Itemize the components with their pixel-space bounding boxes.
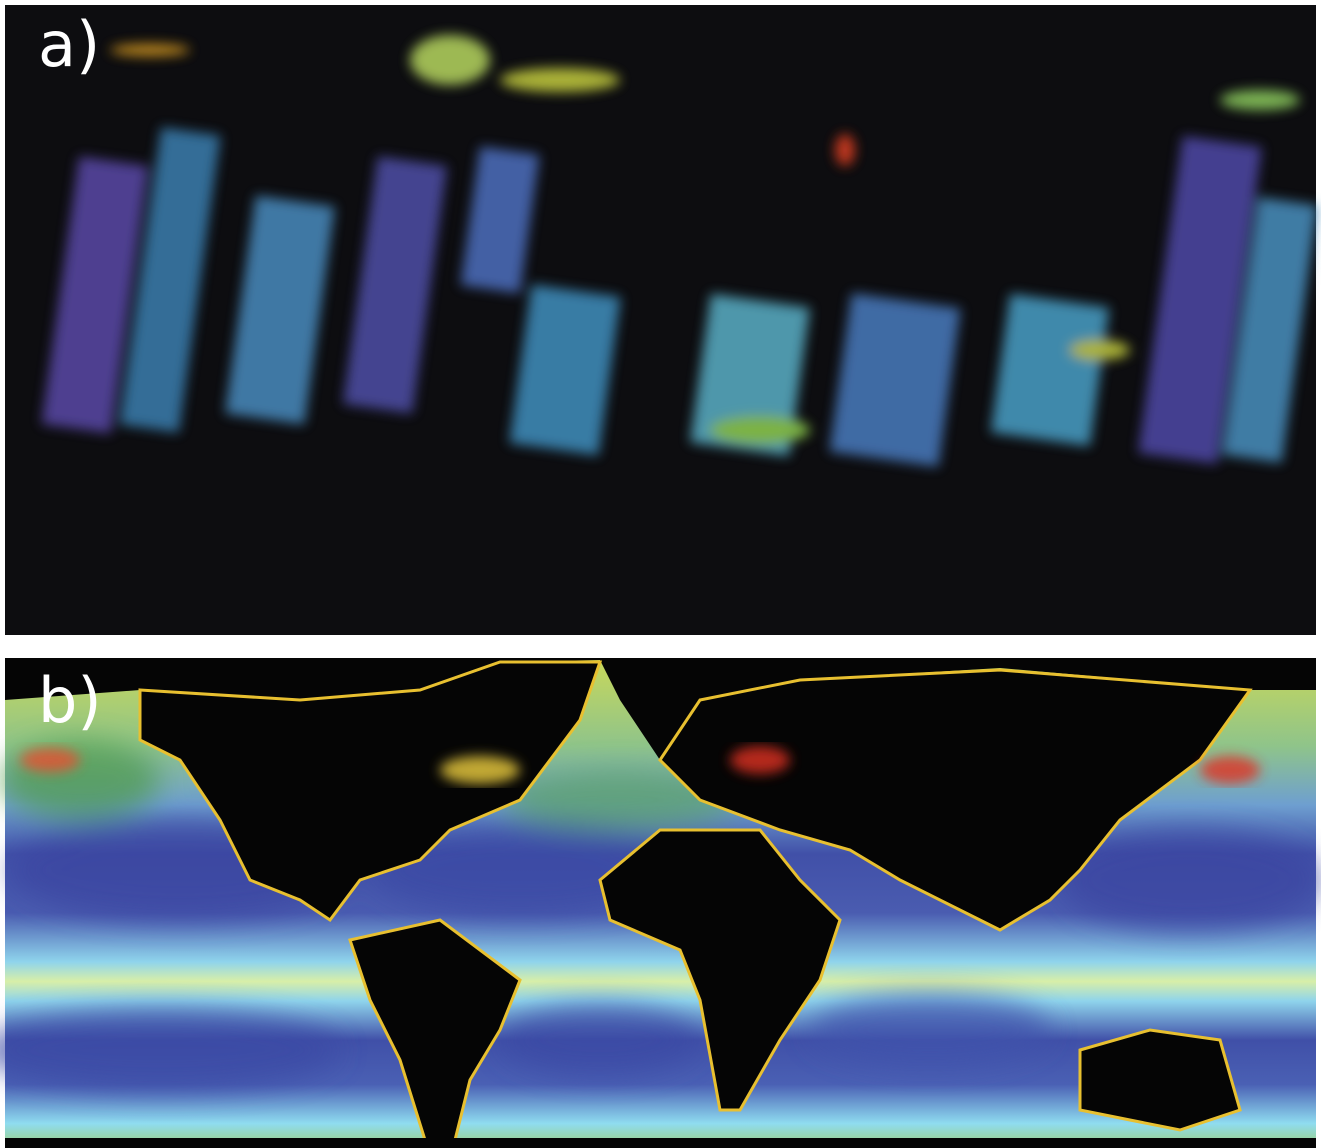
page: a) b) (() => xyxy=(0,0,1321,1148)
panel-a: a) xyxy=(5,5,1318,635)
panel-background xyxy=(5,5,1316,635)
panel-b: b) xyxy=(0,658,1320,1148)
figure: a) b) xyxy=(0,0,1321,1148)
panel-label: a) xyxy=(38,8,100,81)
panel-label: b) xyxy=(38,664,102,737)
